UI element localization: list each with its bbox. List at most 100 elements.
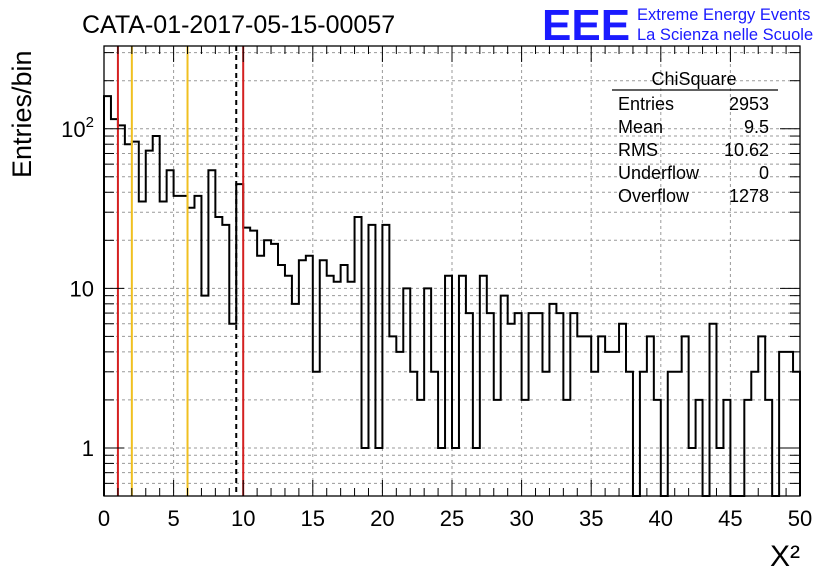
histogram-bin: [751, 372, 758, 496]
histogram-series: [103, 95, 801, 497]
histogram-bin: [459, 276, 466, 496]
tick-labels: 0 5 10 15 20 25 30 35 40 45 50 1 10 102: [61, 114, 812, 531]
histogram-bin: [549, 304, 556, 496]
histogram-bin: [264, 240, 271, 496]
histogram-step-line: [103, 95, 801, 497]
histogram-bin: [605, 352, 612, 496]
x-tick-label: 30: [509, 506, 533, 531]
histogram-bin: [682, 336, 689, 496]
histogram-bin: [389, 336, 396, 496]
histogram-bin: [125, 144, 132, 496]
histogram-bin: [424, 288, 431, 496]
histogram-bin: [668, 372, 675, 496]
y-axis-label: Entries/bin: [7, 50, 37, 178]
x-tick-label: 25: [440, 506, 464, 531]
histogram-bin: [501, 296, 508, 496]
histogram-bin: [522, 400, 529, 496]
histogram-bin: [194, 196, 201, 496]
histogram-bin: [375, 448, 382, 496]
cut-lines: [116, 46, 245, 496]
histogram-bin: [334, 282, 341, 496]
eee-logo: EEE Extreme Energy Events La Scienza nel…: [542, 1, 813, 50]
histogram-bin: [313, 372, 320, 496]
histogram-bin: [250, 231, 257, 496]
histogram-bin: [619, 324, 626, 496]
logo-line1: Extreme Energy Events: [637, 6, 810, 24]
histogram-bin: [696, 400, 703, 496]
histogram-bin: [445, 276, 452, 496]
histogram-bin: [341, 265, 348, 496]
histogram-bin: [188, 208, 195, 496]
histogram-bin: [410, 372, 417, 496]
histogram-bin: [536, 313, 543, 496]
histogram-bin: [417, 400, 424, 496]
histogram-bin: [285, 276, 292, 496]
x-tick-label: 35: [579, 506, 603, 531]
histogram-bin: [167, 170, 174, 496]
stats-value: 10.62: [724, 140, 769, 160]
stats-title: ChiSquare: [651, 69, 736, 89]
stats-box: ChiSquare Entries 2953 Mean 9.5 RMS 10.62 Unde…: [612, 69, 778, 206]
histogram-bin: [348, 282, 355, 496]
histogram-bin: [779, 352, 786, 496]
histogram-bin: [160, 202, 167, 496]
histogram-bin: [689, 448, 696, 496]
histogram-bin: [292, 304, 299, 496]
histogram-bin: [487, 313, 494, 496]
axis-ticks: [103, 46, 801, 497]
x-tick-label: 5: [167, 506, 179, 531]
stats-label: Entries: [618, 94, 674, 114]
x-tick-label: 0: [98, 506, 110, 531]
histogram-bin: [563, 400, 570, 496]
histogram-bin: [570, 313, 577, 496]
histogram-bin: [529, 313, 536, 496]
histogram-bin: [758, 336, 765, 496]
chart-title: CATA-01-2017-05-15-00057: [82, 11, 395, 39]
histogram-bin: [243, 228, 250, 496]
histogram-bin: [744, 400, 751, 496]
histogram-bin: [710, 324, 717, 496]
histogram-bin: [584, 336, 591, 496]
histogram-bin: [132, 142, 139, 496]
logo-line2: La Scienza nelle Scuole: [637, 26, 813, 44]
histogram-bin: [438, 448, 445, 496]
histogram-bin: [647, 336, 654, 496]
histogram-bin: [396, 352, 403, 496]
stats-label: RMS: [618, 140, 658, 160]
histogram-bin: [640, 372, 647, 496]
histogram-bin: [473, 448, 480, 496]
histogram-bin: [215, 217, 222, 496]
histogram-bin: [723, 400, 730, 496]
histogram-bin: [382, 225, 389, 496]
histogram-bin: [654, 400, 661, 496]
histogram-bin: [111, 119, 118, 496]
stats-label: Underflow: [618, 163, 700, 183]
histogram-bin: [368, 225, 375, 496]
stats-rows: Entries 2953 Mean 9.5 RMS 10.62 Underflow 0 Over…: [618, 94, 769, 206]
histogram-bin: [327, 276, 334, 496]
histogram-bin: [793, 372, 800, 496]
x-tick-label: 45: [718, 506, 742, 531]
histogram-bin: [466, 313, 473, 496]
histogram-bin: [480, 276, 487, 496]
histogram-bin: [431, 372, 438, 496]
stats-label: Mean: [618, 117, 663, 137]
stats-value: 9.5: [744, 117, 769, 137]
x-tick-label: 10: [231, 506, 255, 531]
x-tick-label: 20: [370, 506, 394, 531]
histogram-bin: [577, 336, 584, 496]
x-tick-label: 40: [649, 506, 673, 531]
histogram-bin: [403, 288, 410, 496]
histogram-bin: [320, 260, 327, 496]
histogram-bin: [716, 448, 723, 496]
histogram-bin: [174, 196, 181, 496]
histogram-bin: [556, 313, 563, 496]
y-tick-label: 10: [70, 276, 94, 301]
histogram-bin: [786, 352, 793, 496]
histogram-bin: [153, 136, 160, 496]
x-axis-label: X²: [770, 540, 800, 572]
histogram-bin: [675, 372, 682, 496]
histogram-bin: [201, 296, 208, 496]
histogram-bin: [118, 125, 125, 496]
